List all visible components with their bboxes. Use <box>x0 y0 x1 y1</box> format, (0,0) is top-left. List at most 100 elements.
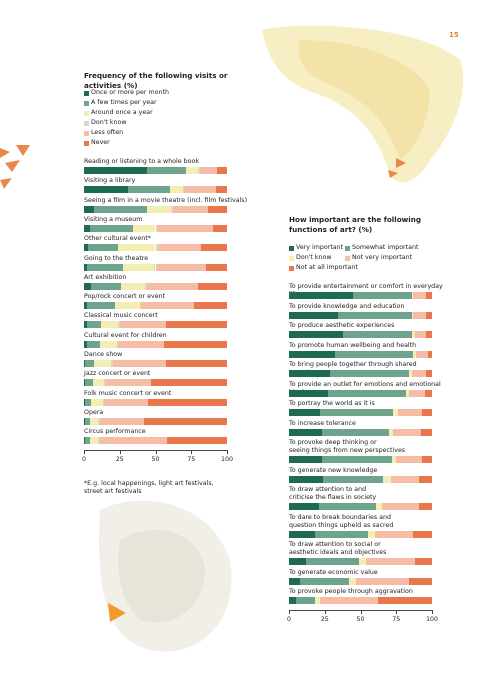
bar-segment <box>84 205 94 213</box>
bar-segment <box>84 282 92 290</box>
x-tick-label: 0 <box>81 455 86 463</box>
legend-label: Less often <box>91 129 124 136</box>
bar-segment <box>413 311 427 319</box>
bar-segment <box>289 456 322 463</box>
bar-segment <box>99 417 145 425</box>
bar-segment <box>98 417 100 425</box>
category-label: Reading or listening to a whole book <box>84 158 200 165</box>
bar-segment <box>321 428 390 436</box>
bar-segment <box>366 558 415 565</box>
x-tick-label: 75 <box>187 455 196 463</box>
bar-segment <box>164 340 227 348</box>
legend-label: A few times per year <box>91 99 157 106</box>
category-label: Pop/rock concert or event <box>84 293 166 301</box>
bar-segment <box>185 167 199 174</box>
bar-segment <box>349 577 357 585</box>
bar-segment <box>289 530 315 538</box>
bar-segment <box>426 370 432 377</box>
x-tick <box>360 609 362 614</box>
bar-segment <box>389 428 394 436</box>
bar-segment <box>397 409 422 416</box>
bar-segment <box>146 282 199 290</box>
bar-segment <box>356 577 410 585</box>
bar-segment <box>118 244 156 252</box>
bar-segment <box>101 321 119 329</box>
bar-segment <box>158 244 202 252</box>
bar-segment <box>289 577 301 585</box>
x-tick-label: 100 <box>425 615 439 623</box>
bar-segment <box>145 282 147 290</box>
bar-segment <box>343 331 412 338</box>
bar-segment <box>289 389 328 397</box>
bar-segment <box>289 503 320 510</box>
bar-segment <box>94 205 147 213</box>
bar-segment <box>199 167 217 174</box>
category-label: To produce aesthetic experiences <box>289 322 395 329</box>
bar-segment <box>91 282 122 290</box>
bar-segment <box>111 360 113 367</box>
category-label: To provide knowledge and education <box>289 302 405 310</box>
bar-segment <box>321 456 392 463</box>
legend-label: Don't know <box>296 254 332 261</box>
legend-label: Very important <box>296 244 344 251</box>
bar-segment <box>414 558 432 565</box>
bar-segment <box>198 282 227 290</box>
bar-segment <box>85 437 90 445</box>
bar-segment <box>421 409 432 416</box>
bar-segment <box>84 302 87 310</box>
legend-swatch <box>84 131 89 136</box>
bar-segment <box>84 167 147 174</box>
bar-segment <box>166 437 227 445</box>
bar-segment <box>426 292 432 299</box>
bar-segment <box>156 224 213 232</box>
bar-segment <box>94 360 112 367</box>
legend-swatch <box>345 246 350 251</box>
category-label: Going to the theatre <box>84 254 149 262</box>
bar-segment <box>409 370 412 377</box>
bar-segment <box>198 167 200 174</box>
bar-segment <box>112 360 166 367</box>
bar-segment <box>85 379 93 387</box>
bar-segment <box>421 456 432 463</box>
legend-label: Around once a year <box>91 109 153 116</box>
bar-segment <box>411 292 414 299</box>
bar-segment <box>84 186 129 194</box>
bar-segment <box>383 475 391 483</box>
category-label: Classical music concert <box>84 312 158 320</box>
bar-segment <box>216 167 227 174</box>
bar-segment <box>353 292 412 299</box>
category-label: Opera <box>84 408 104 416</box>
bar-segment <box>393 428 421 436</box>
bar-segment <box>115 302 140 310</box>
x-tick-label: 75 <box>392 615 401 623</box>
category-label: Seeing a film in a movie theatre (incl. … <box>84 196 248 204</box>
bar-segment <box>85 360 94 367</box>
bar-segment <box>165 360 227 367</box>
bar-segment <box>148 398 227 406</box>
category-label: Art exhibition <box>84 273 127 281</box>
bar-segment <box>89 417 99 425</box>
bar-segment <box>141 302 195 310</box>
bar-segment <box>420 428 432 436</box>
bar-segment <box>194 302 227 310</box>
legend-label: Not very important <box>352 254 413 261</box>
category-label: Circus performance <box>84 428 146 436</box>
bar-segment <box>205 263 227 271</box>
category-label: Cultural event for children <box>84 331 167 339</box>
legend-swatch <box>289 256 294 261</box>
bar-segment <box>289 350 335 358</box>
bar-segment <box>165 321 227 329</box>
bar-segment <box>84 224 90 232</box>
bar-segment <box>411 370 427 377</box>
bar-segment <box>396 456 422 463</box>
bar-segment <box>289 558 307 565</box>
legend-swatch <box>345 256 350 261</box>
bar-segment <box>132 224 156 232</box>
legend-label: Don't know <box>91 119 127 126</box>
category-label: To draw attention to social or aesthetic… <box>289 541 387 556</box>
bar-segment <box>84 398 86 406</box>
bar-segment <box>376 503 382 510</box>
bar-segment <box>289 409 321 416</box>
category-label: To portray the world as it is <box>289 400 375 407</box>
bar-segment <box>289 311 338 319</box>
